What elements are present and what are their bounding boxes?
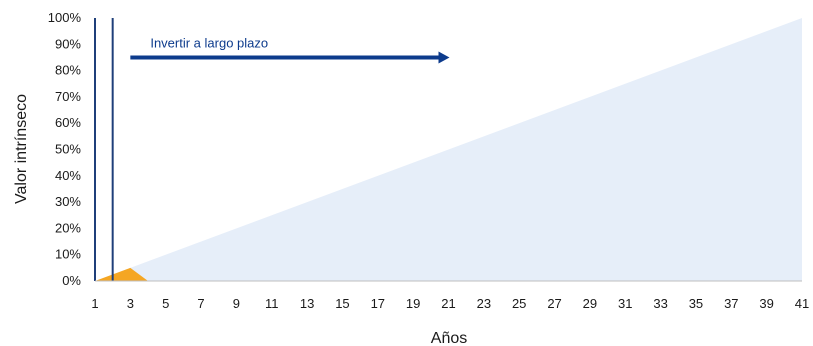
annotation-arrowhead-1 xyxy=(438,51,450,64)
x-tick-label: 27 xyxy=(547,296,561,311)
y-tick-label: 100% xyxy=(48,10,82,25)
x-tick-label: 5 xyxy=(162,296,169,311)
y-tick-label: 50% xyxy=(55,142,81,157)
x-tick-label: 3 xyxy=(127,296,134,311)
y-tick-label: 30% xyxy=(55,194,81,209)
x-tick-label: 39 xyxy=(759,296,773,311)
x-tick-label: 19 xyxy=(406,296,420,311)
x-tick-label: 11 xyxy=(265,296,279,311)
x-tick-label: 37 xyxy=(724,296,738,311)
x-tick-label: 33 xyxy=(653,296,667,311)
y-tick-label: 0% xyxy=(62,273,81,288)
x-tick-label: 29 xyxy=(583,296,597,311)
area-series-1 xyxy=(95,18,802,281)
x-tick-label: 13 xyxy=(300,296,314,311)
axes: 0%10%20%30%40%50%60%70%80%90%100%1 3 5 7 9 11… xyxy=(48,10,809,311)
y-tick-label: 80% xyxy=(55,63,81,78)
y-tick-label: 60% xyxy=(55,115,81,130)
y-tick-label: 70% xyxy=(55,89,81,104)
x-tick-label: 23 xyxy=(477,296,491,311)
area-series-2 xyxy=(95,267,149,281)
x-tick-label: 7 xyxy=(197,296,204,311)
x-tick-label: 31 xyxy=(618,296,632,311)
y-tick-label: 40% xyxy=(55,168,81,183)
x-tick-label: 9 xyxy=(233,296,240,311)
y-tick-label: 10% xyxy=(55,247,81,262)
annotation-label-1: Invertir a largo plazo xyxy=(150,35,268,50)
x-tick-label: 21 xyxy=(441,296,455,311)
y-tick-label: 90% xyxy=(55,36,81,51)
x-tick-label: 41 xyxy=(795,296,809,311)
x-tick-label: 1 xyxy=(91,296,98,311)
y-tick-label: 20% xyxy=(55,220,81,235)
plot-area: Invertir a largo plazo xyxy=(94,18,802,281)
x-tick-label: 35 xyxy=(689,296,703,311)
x-tick-label: 17 xyxy=(371,296,385,311)
x-tick-label: 15 xyxy=(335,296,349,311)
x-axis-label: Años xyxy=(431,330,467,346)
y-axis-label: Valor intrínseco xyxy=(13,94,30,204)
x-tick-label: 25 xyxy=(512,296,526,311)
